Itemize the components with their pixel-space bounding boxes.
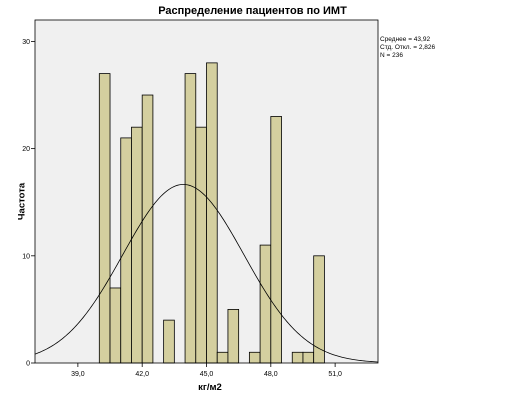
normal-curve [34,184,379,363]
histogram-bar [141,94,154,364]
histogram-bar [227,309,240,364]
y-tick-label: 10 [22,253,30,260]
histogram-bar [270,116,282,364]
histogram-bar [131,126,143,364]
chart-title: Распределение пациентов по ИМТ [158,5,347,17]
stat-sd: Стд. Откл. = 2,826 [380,44,436,51]
histogram-bar [163,319,175,364]
histogram-bar [98,73,111,364]
histogram-bar [248,351,261,364]
x-tick-label: 42,0 [135,371,149,378]
y-axis-label: Частота [16,182,28,221]
x-tick-label: 48,0 [264,371,278,378]
histogram-bar [302,351,315,364]
histogram-bar [259,244,272,364]
y-tick-label: 30 [22,39,30,46]
histogram-bar [120,137,132,364]
histogram-bar [184,73,197,364]
stat-n: N = 236 [380,52,403,59]
x-axis-label: кг/м2 [198,382,222,393]
y-tick-label: 0 [26,361,30,368]
x-tick-label: 45,0 [200,371,214,378]
histogram-bar [313,255,325,364]
histogram-bar [291,351,304,364]
x-tick-label: 51,0 [328,371,342,378]
y-tick-label: 20 [22,146,30,153]
stat-mean: Среднее = 43,92 [380,36,431,43]
histogram-bar [216,351,229,364]
x-tick-label: 39,0 [71,371,85,378]
histogram-bar [206,62,218,364]
histogram-bar [109,287,122,364]
histogram-bar [195,126,207,364]
stats-box: Среднее = 43,92 Стд. Откл. = 2,826 N = 2… [380,36,435,60]
